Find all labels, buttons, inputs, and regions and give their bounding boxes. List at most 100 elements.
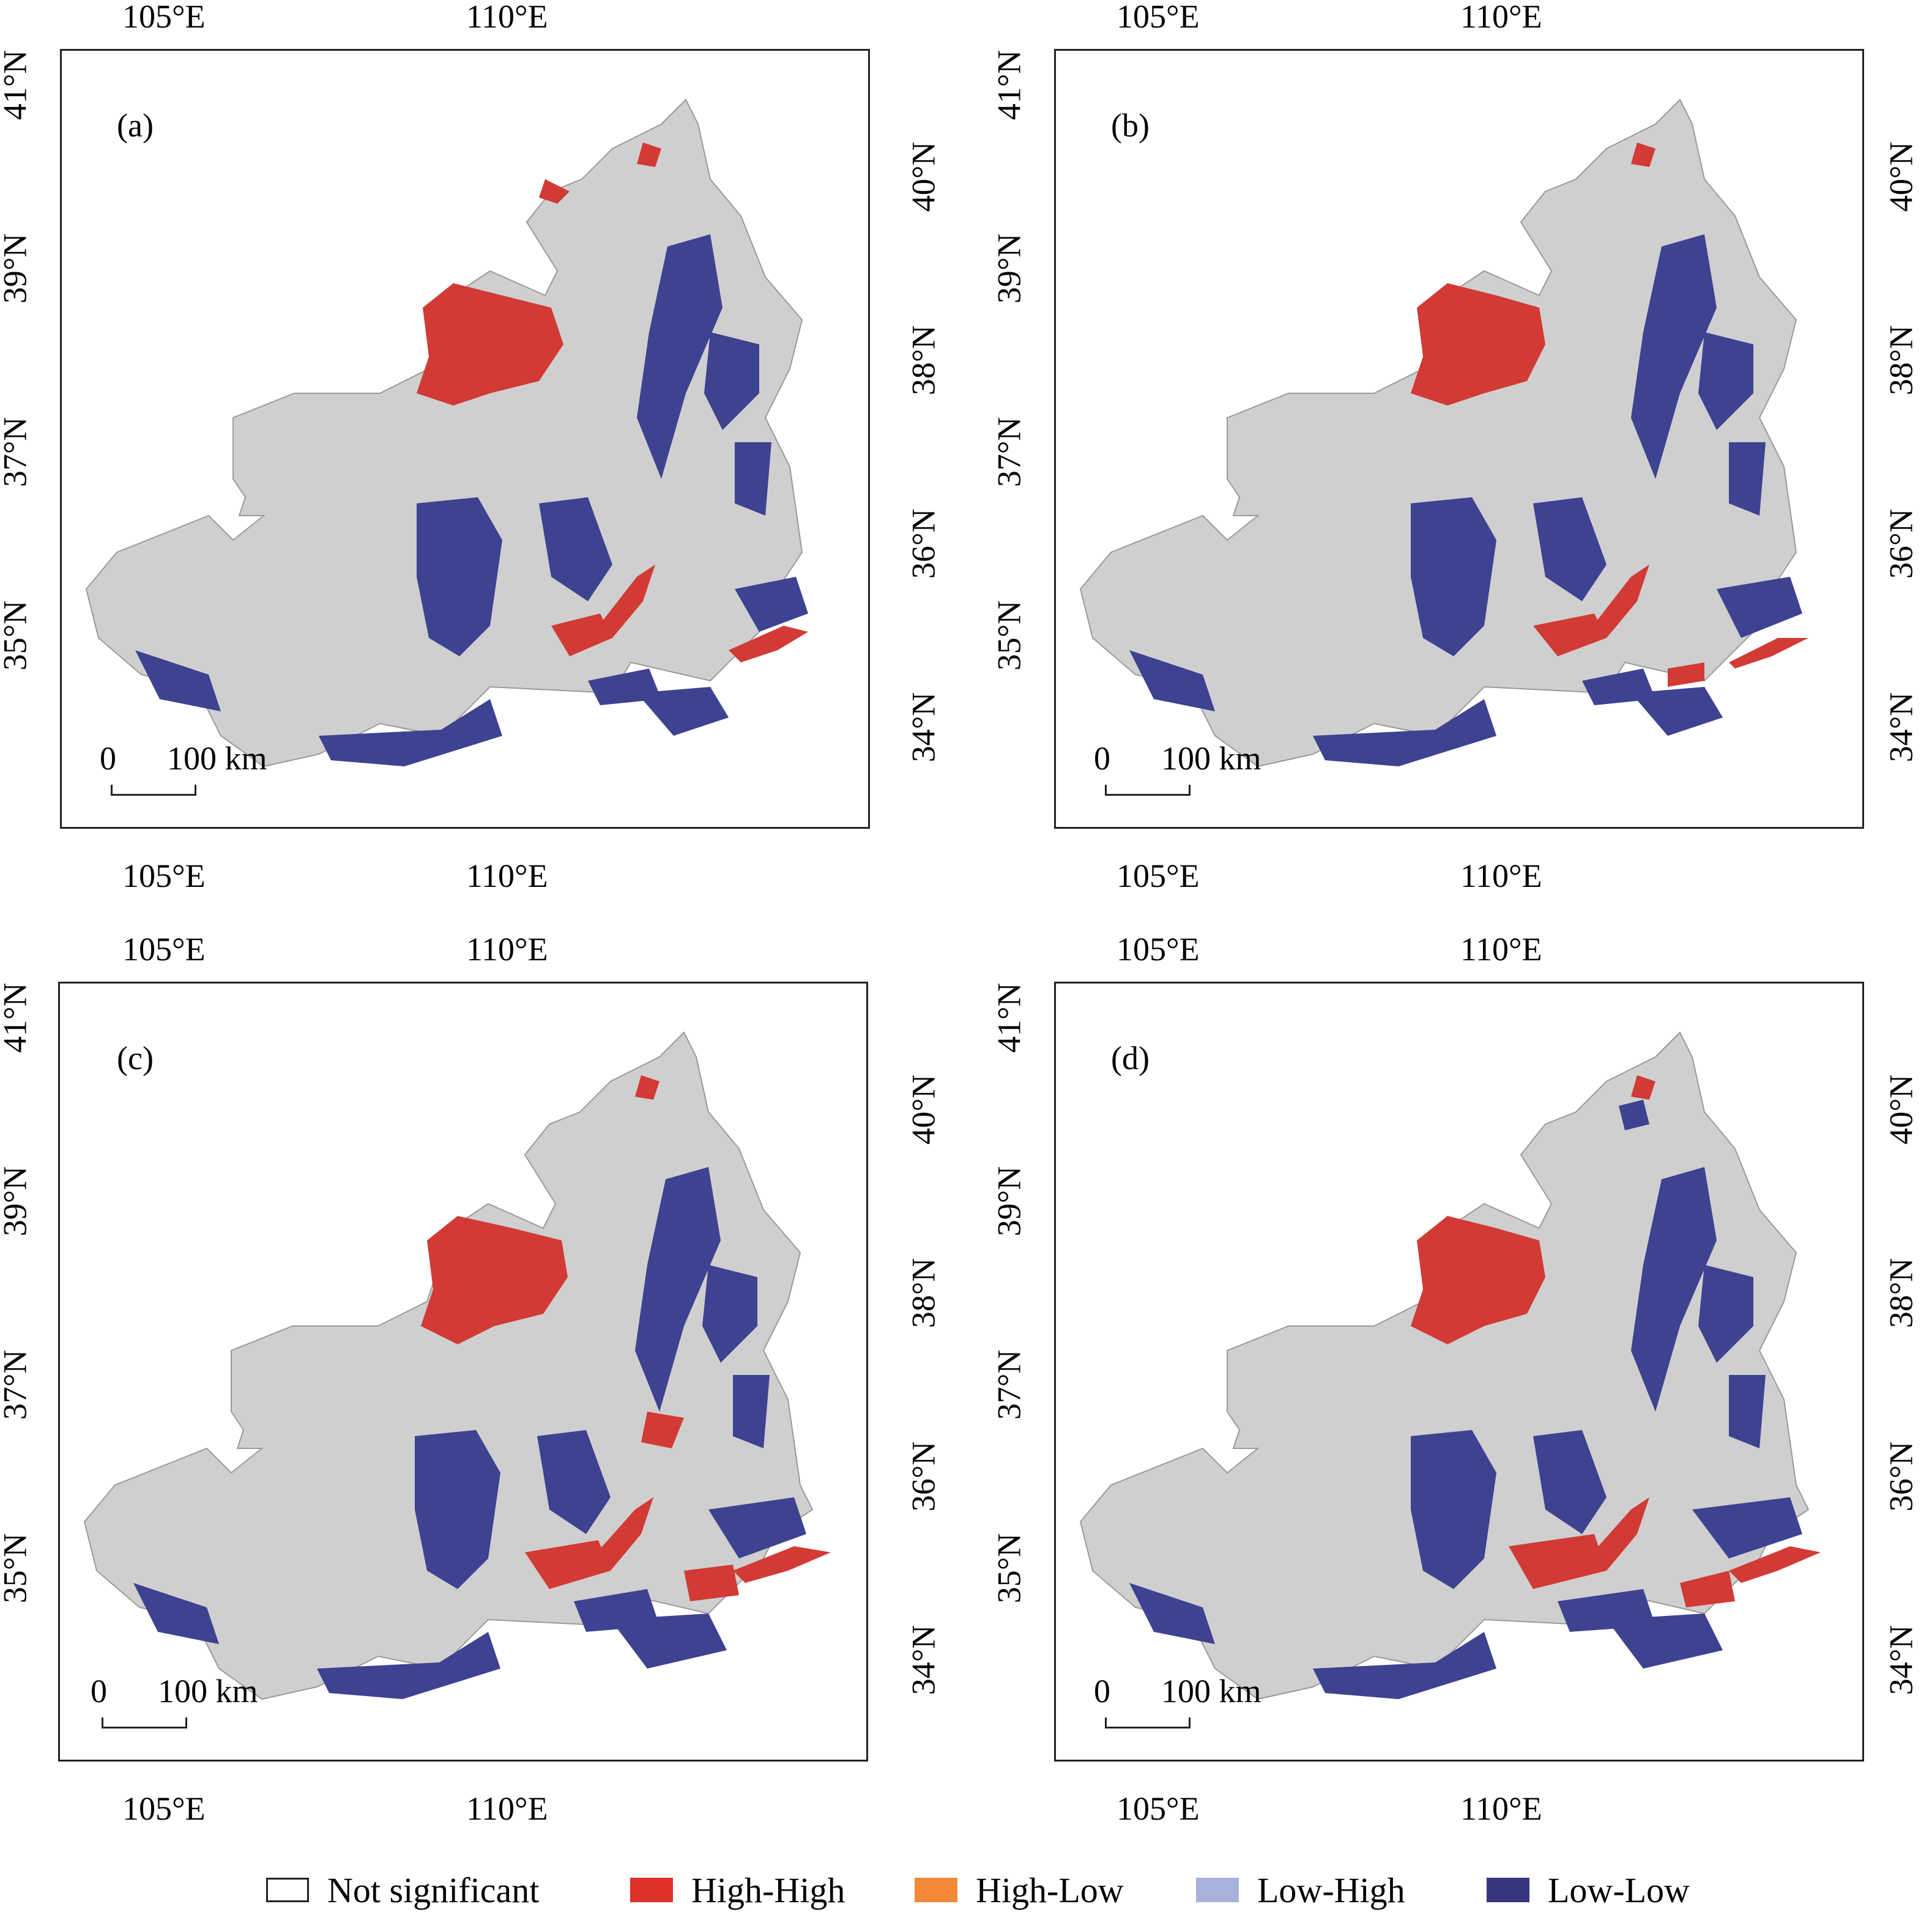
legend-item-low-high: Low-High bbox=[1196, 1869, 1405, 1911]
scale-zero: 0 bbox=[100, 740, 116, 777]
map-panel-b: 105°E 110°E bbox=[990, 0, 1932, 894]
lon-bottom-105: 105°E bbox=[122, 1790, 206, 1827]
lon-bottom-110: 110°E bbox=[1460, 858, 1542, 894]
map-panel-c: 105°E 110°E bbox=[0, 933, 954, 1826]
lat-left-41: 41°N bbox=[990, 50, 1028, 120]
lon-bottom-105: 105°E bbox=[1116, 1790, 1200, 1827]
lon-top-105: 105°E bbox=[1116, 0, 1200, 35]
scale-zero: 0 bbox=[1094, 1673, 1110, 1710]
scale-bar bbox=[1105, 785, 1191, 796]
lat-left-35: 35°N bbox=[0, 1533, 34, 1604]
map-frame: (c) 0 100 km bbox=[58, 982, 868, 1762]
lat-left-37: 37°N bbox=[0, 417, 34, 487]
map-frame: (d) 0 100 km bbox=[1054, 982, 1864, 1762]
legend-swatch bbox=[630, 1878, 673, 1902]
lat-right-38: 38°N bbox=[905, 1258, 942, 1328]
region-map bbox=[85, 98, 808, 768]
legend-item-high-low: High-Low bbox=[915, 1869, 1124, 1911]
legend-item-low-low: Low-Low bbox=[1487, 1869, 1690, 1911]
lat-left-35: 35°N bbox=[0, 600, 34, 671]
legend-item-high-high: High-High bbox=[630, 1869, 845, 1911]
lat-left-41: 41°N bbox=[0, 982, 34, 1053]
lon-bottom-110: 110°E bbox=[466, 858, 548, 894]
lon-top-105: 105°E bbox=[122, 931, 206, 968]
lat-right-34: 34°N bbox=[1882, 1625, 1920, 1695]
lon-bottom-110: 110°E bbox=[466, 1790, 548, 1827]
lat-left-35: 35°N bbox=[990, 1533, 1028, 1604]
map-panel-a: 105°E 110°E bbox=[0, 0, 954, 893]
legend-swatch bbox=[266, 1878, 309, 1902]
map-panel-d: 105°E 110°E bbox=[990, 931, 1932, 1827]
lat-left-37: 37°N bbox=[0, 1349, 34, 1420]
scale-zero: 0 bbox=[91, 1673, 107, 1710]
lat-left-37: 37°N bbox=[990, 417, 1028, 487]
legend-swatch bbox=[1487, 1878, 1529, 1902]
lon-top-110: 110°E bbox=[1460, 931, 1542, 968]
lat-right-40: 40°N bbox=[905, 1074, 942, 1145]
panel-label-a: (a) bbox=[117, 107, 154, 144]
lat-right-40: 40°N bbox=[1882, 141, 1920, 212]
legend-swatch bbox=[1196, 1878, 1239, 1902]
lat-right-38: 38°N bbox=[1882, 325, 1920, 396]
legend-item-not-significant: Not significant bbox=[266, 1869, 539, 1911]
lat-right-36: 36°N bbox=[1882, 1441, 1920, 1512]
legend-label: Low-High bbox=[1257, 1870, 1405, 1910]
scale-zero: 0 bbox=[1094, 740, 1110, 777]
lat-right-38: 38°N bbox=[905, 325, 942, 396]
legend-label: Not significant bbox=[327, 1870, 540, 1910]
lon-bottom-105: 105°E bbox=[1116, 858, 1200, 894]
legend-swatch bbox=[915, 1878, 957, 1902]
map-legend: Not significant High-High High-Low Low-H… bbox=[0, 1869, 1932, 1911]
low-low-cluster-group bbox=[135, 234, 808, 766]
lat-right-40: 40°N bbox=[1882, 1074, 1920, 1145]
scale-label: 100 km bbox=[158, 1673, 258, 1710]
high-high-cluster-group bbox=[417, 143, 808, 662]
lat-right-34: 34°N bbox=[905, 1625, 942, 1695]
lat-left-41: 41°N bbox=[990, 982, 1028, 1053]
low-low-cluster-group bbox=[1129, 1100, 1802, 1699]
lat-left-39: 39°N bbox=[990, 1166, 1028, 1237]
lon-bottom-105: 105°E bbox=[122, 858, 206, 894]
scale-label: 100 km bbox=[1161, 740, 1261, 777]
high-high-cluster-group bbox=[421, 1075, 831, 1601]
lat-right-34: 34°N bbox=[905, 692, 942, 763]
lat-left-41: 41°N bbox=[0, 50, 34, 120]
lat-left-37: 37°N bbox=[990, 1349, 1028, 1420]
lon-bottom-110: 110°E bbox=[1460, 1790, 1542, 1827]
lat-left-39: 39°N bbox=[0, 1166, 34, 1237]
lon-top-110: 110°E bbox=[466, 931, 548, 968]
legend-label: Low-Low bbox=[1548, 1870, 1690, 1910]
panel-label-d: (d) bbox=[1111, 1040, 1150, 1076]
lat-right-38: 38°N bbox=[1882, 1258, 1920, 1328]
panel-label-c: (c) bbox=[117, 1040, 154, 1076]
legend-label: High-Low bbox=[976, 1870, 1124, 1910]
loess-plateau-region bbox=[85, 98, 803, 768]
scale-label: 100 km bbox=[167, 740, 267, 777]
region-map bbox=[1079, 98, 1808, 768]
low-low-cluster-group bbox=[133, 1167, 806, 1699]
lat-left-39: 39°N bbox=[0, 233, 34, 304]
high-high-cluster-group bbox=[1411, 1075, 1821, 1607]
scale-bar bbox=[111, 785, 196, 796]
lat-left-35: 35°N bbox=[990, 600, 1028, 671]
lon-top-105: 105°E bbox=[122, 0, 206, 35]
lon-top-110: 110°E bbox=[466, 0, 548, 35]
lon-top-110: 110°E bbox=[1460, 0, 1542, 35]
region-map bbox=[1079, 1031, 1821, 1700]
scale-label: 100 km bbox=[1161, 1673, 1261, 1710]
region-map bbox=[83, 1031, 831, 1700]
lat-right-36: 36°N bbox=[905, 508, 942, 579]
scale-bar bbox=[102, 1717, 187, 1728]
scale-bar bbox=[1105, 1717, 1191, 1728]
lat-right-40: 40°N bbox=[905, 141, 942, 212]
lat-right-34: 34°N bbox=[1882, 692, 1920, 763]
high-high-cluster-group bbox=[1411, 143, 1808, 687]
map-frame: (b) 0 100 km bbox=[1054, 49, 1864, 829]
low-low-cluster-group bbox=[1129, 234, 1802, 766]
lat-right-36: 36°N bbox=[905, 1441, 942, 1512]
panel-label-b: (b) bbox=[1111, 107, 1150, 144]
legend-label: High-High bbox=[691, 1870, 845, 1910]
lat-right-36: 36°N bbox=[1882, 508, 1920, 579]
lon-top-105: 105°E bbox=[1116, 931, 1200, 968]
lat-left-39: 39°N bbox=[990, 233, 1028, 304]
